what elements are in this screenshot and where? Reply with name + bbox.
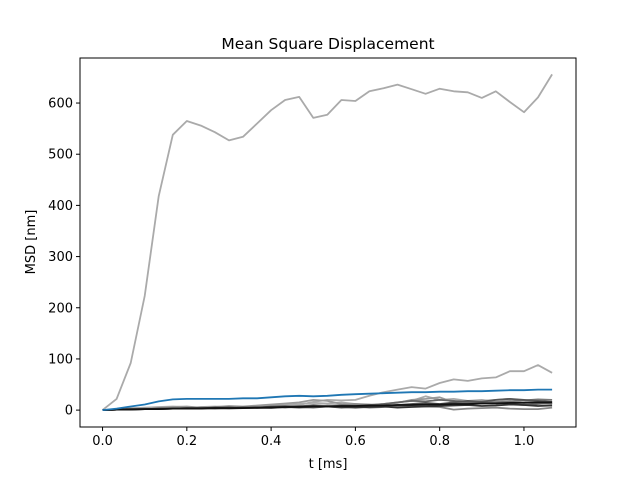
x-tick-label: 0.0 [92,434,113,449]
y-tick-label: 500 [48,148,73,163]
y-tick-label: 400 [48,199,73,214]
y-tick-label: 200 [48,301,73,316]
msd-series-line-1 [101,73,553,411]
msd-series-line-10 [102,401,553,411]
y-tick-label: 300 [48,250,73,265]
y-tick-label: 600 [48,97,73,112]
x-axis-ticks: 0.0 0.2 0.4 0.6 0.8 1.0 [92,427,534,449]
x-tick-label: 0.4 [261,434,282,449]
y-axis-label: MSD [nm] [24,210,39,275]
x-axis-label: t [ms] [309,457,348,472]
axes-frame [79,57,577,428]
x-tick-label: 1.0 [514,434,535,449]
y-axis-ticks: 0 100 200 300 400 500 600 [48,97,80,419]
series-group [101,73,553,411]
x-tick-label: 0.2 [176,434,197,449]
x-tick-label: 0.8 [429,434,450,449]
y-tick-label: 0 [65,404,73,419]
plot-area: 0.0 0.2 0.4 0.6 0.8 1.0 0 100 200 300 400 500 600 [48,57,577,449]
chart-title: Mean Square Displacement [221,35,434,53]
msd-series-line-11 [102,388,553,411]
y-tick-label: 100 [48,352,73,367]
x-tick-label: 0.6 [345,434,366,449]
